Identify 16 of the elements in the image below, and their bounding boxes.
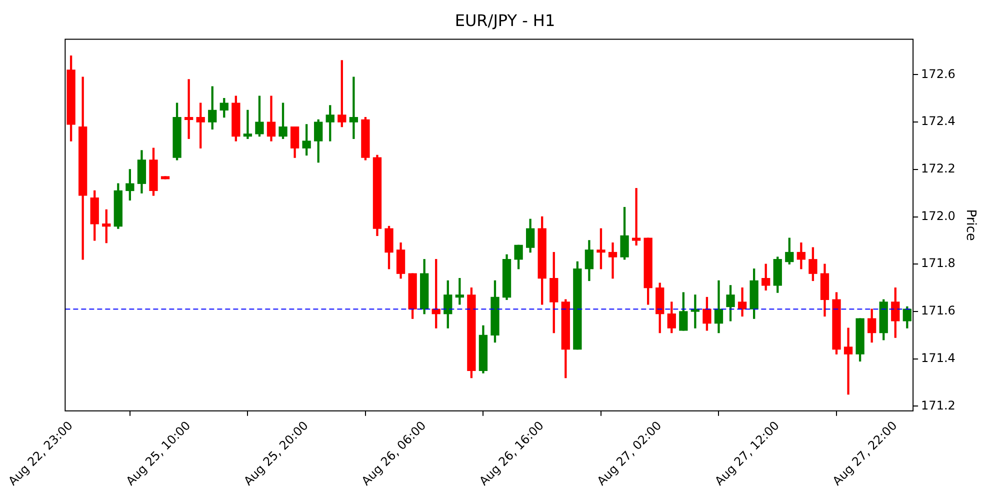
candlestick: [349, 76, 358, 139]
y-tick-label: 171.6: [921, 304, 956, 318]
chart-title: EUR/JPY - H1: [454, 10, 556, 30]
y-tick-label: 171.2: [921, 398, 956, 412]
y-tick-label: 171.4: [921, 350, 956, 365]
y-tick-label: 172.6: [921, 66, 956, 81]
y-tick-label: 171.8: [921, 256, 956, 270]
candlestick: [844, 328, 853, 395]
y-tick-label: 172.4: [921, 114, 956, 128]
y-axis-title: Price: [962, 209, 978, 241]
candlestick: [632, 188, 641, 246]
y-tick-label: 172.2: [921, 162, 956, 176]
candlestick: [608, 242, 618, 279]
candlestick: [243, 110, 252, 139]
y-tick-label: 172.0: [921, 208, 956, 223]
candlestick: [184, 79, 194, 139]
